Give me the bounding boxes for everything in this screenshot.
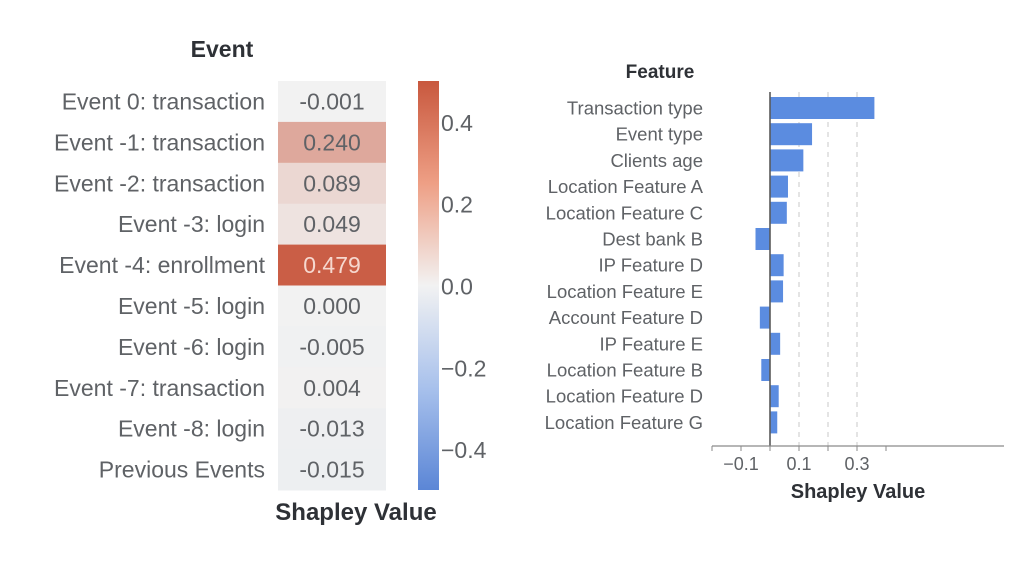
heatmap-value-label: 0.004 <box>303 375 361 401</box>
heatmap-value-label: 0.479 <box>303 252 361 278</box>
heatmap-cell <box>278 285 386 327</box>
heatmap-cell <box>278 244 386 286</box>
bar-category-label: Location Feature A <box>548 176 704 197</box>
heatmap-x-label: Shapley Value <box>275 499 436 526</box>
heatmap-value-label: 0.089 <box>303 170 361 196</box>
heatmap-row-label: Event -3: login <box>118 211 265 237</box>
heatmap-value-label: -0.001 <box>299 88 364 114</box>
bar-category-label: Transaction type <box>567 98 703 119</box>
bar-category-label: Location Feature G <box>545 412 703 433</box>
heatmap-cell <box>278 203 386 246</box>
colorbar-tick-label: −0.4 <box>441 437 487 463</box>
colorbar-tick-label: 0.0 <box>441 274 473 300</box>
bar <box>770 332 781 355</box>
bar-category-label: Dest bank B <box>602 229 703 250</box>
x-tick-label: 0.3 <box>844 454 869 474</box>
bar-category-label: Event type <box>616 124 703 145</box>
heatmap-cell <box>278 367 386 409</box>
heatmap-value-label: 0.240 <box>303 129 361 155</box>
heatmap-row-label: Event -1: transaction <box>54 129 265 155</box>
bar <box>761 359 770 381</box>
heatmap: Event 0: transaction -0.001 Event -1: tran… <box>54 81 386 491</box>
bar <box>770 123 813 146</box>
bar-chart: Transaction type Event type Clients age Loc… <box>545 97 875 434</box>
heatmap-value-label: 0.049 <box>303 211 361 237</box>
colorbar-ticks: 0.4 0.2 0.0 −0.2 −0.4 <box>441 110 487 463</box>
colorbar <box>418 81 439 490</box>
heatmap-value-label: 0.000 <box>303 293 361 319</box>
heatmap-row-label: Event -4: enrollment <box>59 252 265 278</box>
x-tick-label: −0.1 <box>723 454 759 474</box>
heatmap-cell <box>278 449 386 491</box>
heatmap-title: Event <box>191 36 254 62</box>
heatmap-value-label: -0.015 <box>299 457 364 483</box>
bar-category-label: Location Feature C <box>546 202 703 223</box>
bar-category-label: Location Feature E <box>547 281 703 302</box>
x-tick-label: 0.1 <box>786 454 811 474</box>
colorbar-tick-label: 0.2 <box>441 192 473 218</box>
bar <box>770 149 804 172</box>
bar <box>770 175 788 198</box>
bar <box>770 385 779 408</box>
heatmap-row-label: Event 0: transaction <box>62 88 265 114</box>
bar-axis: −0.1 0.1 0.3 <box>711 92 1004 474</box>
heatmap-row-label: Event -7: transaction <box>54 375 265 401</box>
heatmap-value-label: -0.013 <box>299 416 364 442</box>
bar-category-label: IP Feature D <box>598 255 703 276</box>
bar-category-label: IP Feature E <box>599 333 703 354</box>
heatmap-row-label: Event -5: login <box>118 293 265 319</box>
heatmap-row-label: Event -6: login <box>118 334 265 360</box>
heatmap-value-label: -0.005 <box>299 334 364 360</box>
bar <box>759 306 770 329</box>
heatmap-row-label: Previous Events <box>99 457 265 483</box>
bar <box>770 280 784 303</box>
bar-category-label: Location Feature B <box>547 360 703 381</box>
heatmap-cell <box>278 408 386 450</box>
heatmap-row-label: Event -8: login <box>118 416 265 442</box>
heatmap-cell <box>278 326 386 368</box>
bar <box>770 411 778 434</box>
heatmap-row-label: Event -2: transaction <box>54 170 265 196</box>
heatmap-cell <box>278 162 386 205</box>
bar-chart-x-label: Shapley Value <box>791 481 926 503</box>
bar-category-label: Account Feature D <box>549 307 703 328</box>
heatmap-cell <box>278 121 386 164</box>
heatmap-cell <box>278 81 386 123</box>
bar-chart-title: Feature <box>626 62 695 83</box>
bar <box>755 228 770 250</box>
bar <box>770 201 787 224</box>
bar-category-label: Location Feature D <box>546 386 703 407</box>
bar-grid <box>798 92 858 446</box>
bar-category-label: Clients age <box>610 150 703 171</box>
bar <box>770 97 875 119</box>
colorbar-tick-label: −0.2 <box>441 355 486 381</box>
bar <box>770 254 784 277</box>
colorbar-tick-label: 0.4 <box>441 110 473 136</box>
